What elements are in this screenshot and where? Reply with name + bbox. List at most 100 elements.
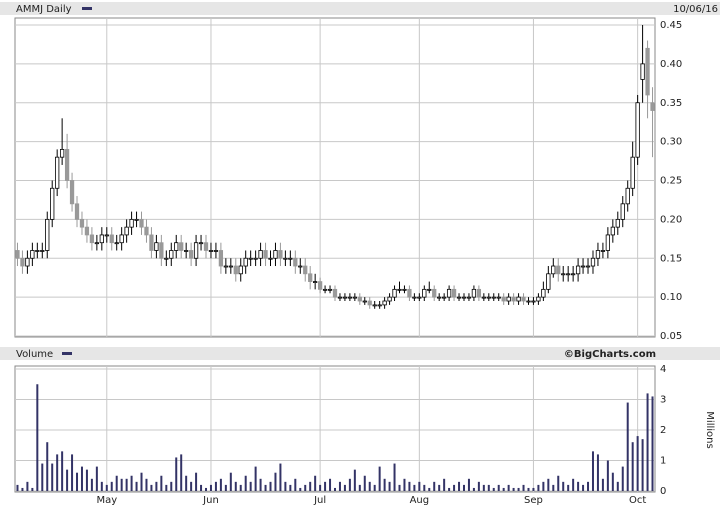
volume-bar [130,475,133,491]
volume-bar [319,484,322,491]
candle-body [268,257,273,260]
candle-body [283,257,288,260]
volume-bar [611,472,614,491]
volume-bar [423,484,426,491]
volume-bar [294,478,297,491]
y-tick-label: 0.30 [660,137,682,148]
candle-body [461,296,467,299]
volume-bar [115,475,118,491]
volume-bar [135,481,138,491]
candle-body [124,226,129,236]
y-tick-label: 3 [660,395,666,406]
volume-bar [338,481,341,491]
candle-body [377,304,382,307]
candle-body [238,265,243,275]
volume-bar [631,442,634,491]
candle-body [521,296,526,302]
candle-body [208,250,214,252]
volume-bar [16,484,19,491]
candle-body [203,242,209,251]
candle-body [496,296,501,299]
y-tick-label: 0.25 [660,176,682,187]
volume-bar [482,484,485,491]
volume-bar [378,466,381,491]
candle-body [218,250,224,267]
candle-body [303,265,308,275]
volume-bar [36,384,39,491]
candle-body [575,265,581,275]
volume-bar [269,481,272,491]
volume-bar [175,457,178,491]
volume-bar [90,478,93,491]
candle-body [59,148,65,158]
volume-bar [477,481,480,491]
x-tick-label: May [96,495,117,506]
volume-bar [646,393,649,491]
volume-bar [76,472,79,491]
candle-body [79,218,85,228]
volume-bar [572,478,575,491]
volume-bar [299,487,302,491]
candle-body [104,234,109,237]
volume-bar [284,481,287,491]
candle-body [322,288,328,291]
volume-bar [448,487,451,491]
candle-body [30,250,35,259]
candle-body [486,296,491,299]
price-title: AMMJ Daily [16,4,72,15]
y-tick-label: 2 [660,425,666,436]
volume-bar [170,481,173,491]
volume-bar [71,454,74,491]
candle-body [580,265,586,268]
volume-bar [180,454,183,491]
volume-bar [641,439,644,491]
candle-body [114,242,119,245]
candle-body [407,288,412,298]
candle-body [228,265,233,268]
y-axis-label: Millions [704,411,715,448]
candle-body [193,242,199,259]
volume-bar [428,487,431,491]
volume-bar [408,481,411,491]
volume-bar [249,481,252,491]
volume-bar [507,484,510,491]
volume-bar [264,484,267,491]
volume-header [0,347,720,360]
volume-bar [557,475,560,491]
candle-body [372,304,377,307]
candle-body [313,281,318,283]
volume-bar [259,478,262,491]
candle-body [640,63,645,80]
volume-bar [348,478,351,491]
candle-body [526,300,531,303]
volume-bar [289,484,292,491]
y-tick-label: 4 [660,364,666,375]
volume-bar [26,481,29,491]
candle-body [546,273,551,290]
volume-bar [324,481,327,491]
volume-bar [492,487,495,491]
x-tick-label: Sep [524,495,543,506]
volume-bar [343,484,346,491]
volume-bar [244,475,247,491]
candle-body [501,296,506,302]
candle-body [551,265,556,275]
candle-body [392,288,397,298]
candle-body [223,265,228,268]
candle-body [184,250,189,252]
volume-bar [606,460,609,491]
volume-bar [497,484,500,491]
candle-body [561,273,566,276]
volume-bar [512,487,515,491]
candle-body [476,288,482,298]
candle-body [620,203,625,220]
volume-bar [95,466,98,491]
y-tick-label: 0.15 [660,253,682,264]
volume-bar [467,478,470,491]
volume-bar [200,484,203,491]
volume-bar [601,478,604,491]
volume-bar [621,466,624,491]
candle-body [541,288,546,298]
volume-bar [462,484,465,491]
candle-body [317,281,323,290]
